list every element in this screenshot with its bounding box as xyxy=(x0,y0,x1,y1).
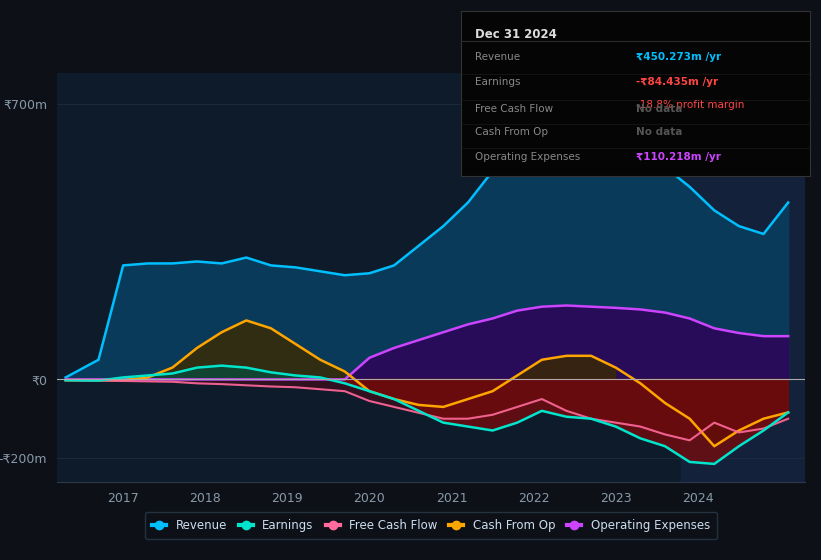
Text: Revenue: Revenue xyxy=(475,53,521,63)
Text: -18.8% profit margin: -18.8% profit margin xyxy=(636,100,745,110)
Text: Free Cash Flow: Free Cash Flow xyxy=(475,104,553,114)
Text: -₹84.435m /yr: -₹84.435m /yr xyxy=(636,77,718,87)
Text: Cash From Op: Cash From Op xyxy=(475,127,548,137)
Legend: Revenue, Earnings, Free Cash Flow, Cash From Op, Operating Expenses: Revenue, Earnings, Free Cash Flow, Cash … xyxy=(144,512,718,539)
Text: ₹450.273m /yr: ₹450.273m /yr xyxy=(636,53,721,63)
Text: Operating Expenses: Operating Expenses xyxy=(475,152,580,162)
Bar xyxy=(681,73,805,482)
Text: Dec 31 2024: Dec 31 2024 xyxy=(475,28,557,41)
Text: ₹110.218m /yr: ₹110.218m /yr xyxy=(636,152,721,162)
Text: No data: No data xyxy=(636,127,682,137)
Text: No data: No data xyxy=(636,104,682,114)
Text: Earnings: Earnings xyxy=(475,77,521,87)
